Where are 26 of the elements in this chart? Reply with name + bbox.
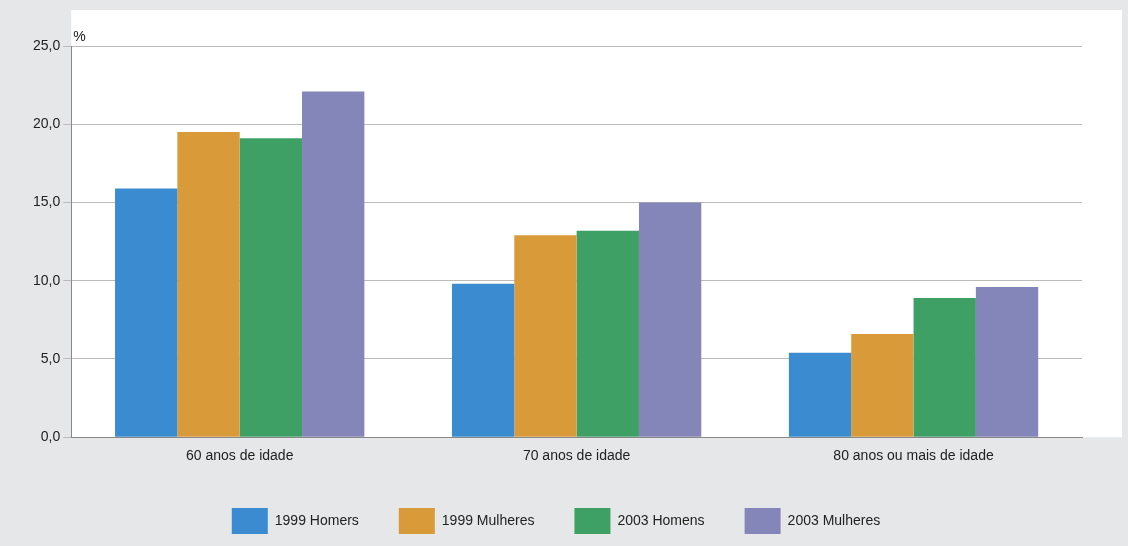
bar — [177, 132, 240, 437]
bar — [451, 283, 515, 437]
y-tick-label: 25,0 — [33, 36, 61, 53]
bar — [514, 235, 577, 437]
x-tick-label: 70 anos de idade — [522, 447, 631, 464]
y-tick-label: 15,0 — [33, 193, 61, 210]
bar — [913, 297, 976, 437]
legend-label: 1999 Mulheres — [441, 511, 535, 528]
y-tick-label: 10,0 — [33, 271, 61, 288]
y-tick-label: 5,0 — [40, 349, 61, 366]
legend-label: 2003 Homens — [617, 511, 705, 528]
bar — [576, 230, 639, 437]
legend-label: 2003 Mulheres — [787, 511, 881, 528]
y-tick-label: 20,0 — [33, 115, 61, 132]
bar — [788, 352, 852, 437]
bar — [302, 91, 365, 437]
bar — [638, 202, 702, 437]
bar — [115, 188, 178, 437]
bar — [239, 138, 303, 437]
x-tick-label: 60 anos de idade — [185, 447, 294, 464]
bar — [975, 286, 1039, 437]
x-tick-label: 80 anos ou mais de idade — [833, 447, 994, 464]
legend-label: 1999 Homers — [274, 511, 359, 528]
y-tick-label: 0,0 — [40, 428, 61, 445]
y-axis-title: % — [73, 27, 86, 44]
bar — [851, 333, 914, 437]
